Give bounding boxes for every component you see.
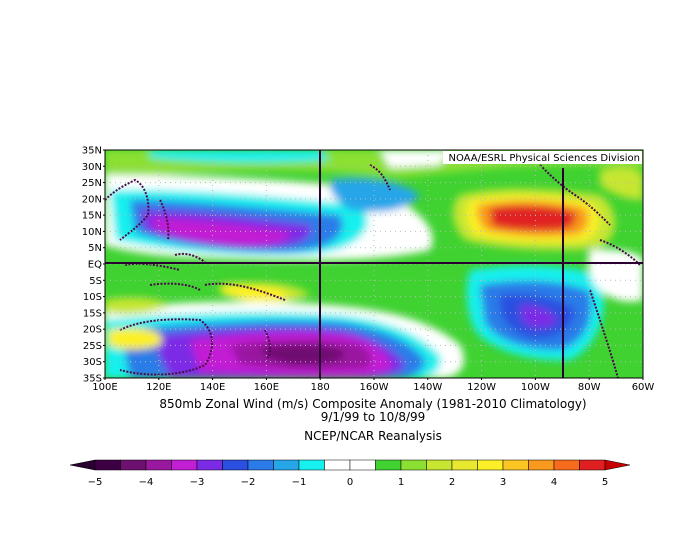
lat-label: 10N [82,227,102,238]
colorbar-segment [528,459,555,471]
colorbar-tick-label: −4 [139,477,154,488]
colorbar-tick-label: 1 [398,477,404,488]
lon-label: 100W [521,382,550,393]
colorbar-segment [145,459,172,471]
latitude-labels: 35N 30N 25N 20N 15N 10N 5N EQ 5S 10S 15S 20S 25S 30S 3… [82,146,105,385]
colorbar-segment [349,459,376,471]
colorbar-segment [579,459,606,471]
colorbar-segment [477,459,504,471]
colorbar-segment [171,459,198,471]
lon-label: 180 [311,382,330,393]
title-line-1: 850mb Zonal Wind (m/s) Composite Anomaly… [159,397,586,411]
lat-label: 30S [83,357,102,368]
colorbar-segment [553,459,580,471]
lon-label: 140E [200,382,225,393]
colorbar-segment [247,459,274,471]
lat-label: 35S [83,374,102,385]
lon-label: 140W [413,382,442,393]
colorbar-segment [400,459,427,471]
colorbar-segment [196,459,223,471]
longitude-labels: 100E 120E 140E 160E 180 160W 140W 120W 100W 80W 60… [92,378,654,393]
colorbar-segment [502,459,529,471]
credit-text: NOAA/ESRL Physical Sciences Division [449,153,641,164]
colorbar-tick-label: 3 [500,477,506,488]
lat-label: 15S [83,308,102,319]
lon-label: 120W [467,382,496,393]
lon-label: 160E [254,382,279,393]
colorbar-left-arrow [69,459,96,471]
lon-label: 80W [578,382,601,393]
title-line-2: 9/1/99 to 10/8/99 [321,410,426,424]
colorbar-tick-label: −1 [292,477,307,488]
colorbar-tick-label: 4 [551,477,557,488]
colorbar-tick-label: 0 [347,477,353,488]
lon-label: 100E [92,382,117,393]
lat-label: 25S [83,341,102,352]
lon-label: 60W [632,382,655,393]
colorbar-tick-label: −2 [241,477,256,488]
lat-label: 10S [83,292,102,303]
lat-label: EQ [88,260,102,271]
title-line-3: NCEP/NCAR Reanalysis [304,429,442,443]
colorbar-tick-label: 5 [602,477,608,488]
credit-box [443,151,642,164]
lat-label: 20N [82,194,102,205]
colorbar-segment [120,459,147,471]
colorbar-segment [222,459,249,471]
anomaly-field [105,150,643,378]
colorbar [69,459,631,471]
colorbar-labels: −5 −4 −3 −2 −1 0 1 2 3 4 5 [88,477,609,488]
colorbar-segment [375,459,402,471]
colorbar-segment [94,459,121,471]
lat-label: 5N [88,243,102,254]
colorbar-tick-label: −5 [88,477,103,488]
lat-label: 15N [82,211,102,222]
colorbar-segment [451,459,478,471]
colorbar-segment [426,459,453,471]
lon-label: 160W [360,382,389,393]
lat-label: 25N [82,178,102,189]
lat-label: 20S [83,325,102,336]
lat-label: 5S [89,276,102,287]
colorbar-tick-label: 2 [449,477,455,488]
colorbar-segment [298,459,325,471]
colorbar-segment [324,459,351,471]
colorbar-tick-label: −3 [190,477,205,488]
colorbar-segment [273,459,300,471]
colorbar-right-arrow [604,459,631,471]
lat-label: 35N [82,146,102,157]
lon-label: 120E [146,382,171,393]
lat-label: 30N [82,162,102,173]
